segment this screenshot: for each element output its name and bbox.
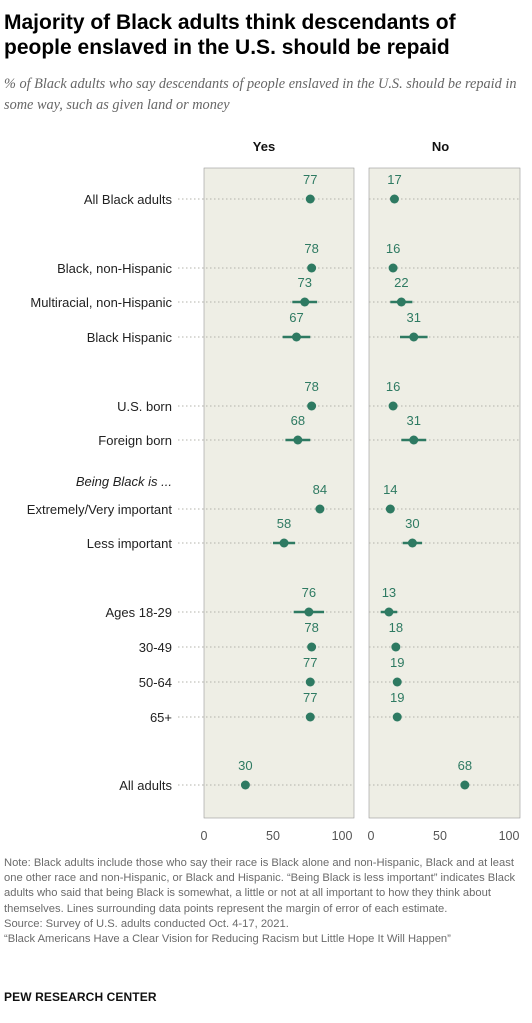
data-label: 68 — [458, 758, 472, 773]
data-point — [315, 504, 325, 514]
data-point — [307, 642, 317, 652]
data-label: 67 — [289, 310, 303, 325]
data-label: 30 — [405, 516, 419, 531]
data-point — [385, 504, 395, 514]
data-label: 77 — [303, 172, 317, 187]
row-label: Multiracial, non-Hispanic — [30, 295, 172, 310]
data-point — [304, 607, 314, 617]
data-label: 14 — [383, 482, 397, 497]
data-point — [460, 780, 470, 790]
data-label: 31 — [407, 413, 421, 428]
data-point — [305, 712, 315, 722]
pew-logo-text: PEW RESEARCH CENTER — [4, 990, 157, 1004]
data-point — [305, 194, 315, 204]
row-label: Ages 18-29 — [106, 605, 173, 620]
panel-yes — [203, 167, 355, 819]
data-label: 73 — [298, 275, 312, 290]
data-label: 16 — [386, 379, 400, 394]
data-label: 18 — [389, 620, 403, 635]
x-tick-label: 100 — [332, 829, 353, 843]
data-label: 19 — [390, 690, 404, 705]
data-point — [293, 435, 303, 445]
data-label: 68 — [291, 413, 305, 428]
x-tick-label: 50 — [433, 829, 447, 843]
data-label: 84 — [313, 482, 327, 497]
data-point — [389, 194, 399, 204]
panel-no — [368, 167, 521, 819]
data-point — [409, 332, 419, 342]
x-tick-label: 0 — [368, 829, 375, 843]
row-label: Foreign born — [98, 433, 172, 448]
note-text: Note: Black adults include those who say… — [4, 857, 516, 915]
data-label: 22 — [394, 275, 408, 290]
data-point — [392, 677, 402, 687]
row-label: 65+ — [150, 710, 172, 725]
data-point — [396, 297, 406, 307]
source-text: Source: Survey of U.S. adults conducted … — [4, 917, 289, 930]
row-label: Being Black is ... — [76, 474, 172, 489]
data-point — [388, 401, 398, 411]
panel-header-no: No — [432, 139, 449, 154]
row-label: Black Hispanic — [87, 330, 173, 345]
row-label: All Black adults — [84, 192, 173, 207]
report-title-text: “Black Americans Have a Clear Vision for… — [4, 933, 451, 946]
chart-notes: Note: Black adults include those who say… — [4, 856, 528, 947]
data-point — [240, 780, 250, 790]
data-label: 13 — [382, 585, 396, 600]
chart-title: Majority of Black adults think descendan… — [4, 11, 456, 59]
data-label: 77 — [303, 690, 317, 705]
data-label: 78 — [304, 379, 318, 394]
row-label: U.S. born — [117, 399, 172, 414]
row-label: 50-64 — [139, 675, 172, 690]
row-label: 30-49 — [139, 640, 172, 655]
row-label: Less important — [87, 536, 173, 551]
data-point — [409, 435, 419, 445]
x-tick-label: 50 — [266, 829, 280, 843]
data-point — [388, 263, 398, 273]
data-label: 58 — [277, 516, 291, 531]
x-tick-label: 100 — [499, 829, 520, 843]
panel-header-yes: Yes — [253, 139, 275, 154]
data-point — [305, 677, 315, 687]
row-label: Black, non-Hispanic — [57, 261, 172, 276]
data-label: 76 — [302, 585, 316, 600]
data-label: 19 — [390, 655, 404, 670]
data-point — [307, 263, 317, 273]
row-label: All adults — [119, 778, 172, 793]
x-tick-label: 0 — [201, 829, 208, 843]
chart-subtitle: % of Black adults who say descendants of… — [4, 76, 517, 113]
data-label: 77 — [303, 655, 317, 670]
dot-plot-chart: Yes No All Black adults 77 17 Black, non-Hisp… — [27, 139, 521, 843]
data-point — [300, 297, 310, 307]
data-point — [407, 538, 417, 548]
data-label: 78 — [304, 620, 318, 635]
data-label: 16 — [386, 241, 400, 256]
data-point — [291, 332, 301, 342]
data-point — [307, 401, 317, 411]
data-point — [392, 712, 402, 722]
row-label: Extremely/Very important — [27, 502, 173, 517]
data-point — [391, 642, 401, 652]
data-label: 31 — [407, 310, 421, 325]
data-label: 17 — [387, 172, 401, 187]
data-point — [384, 607, 394, 617]
data-point — [279, 538, 289, 548]
data-label: 30 — [238, 758, 252, 773]
data-label: 78 — [304, 241, 318, 256]
